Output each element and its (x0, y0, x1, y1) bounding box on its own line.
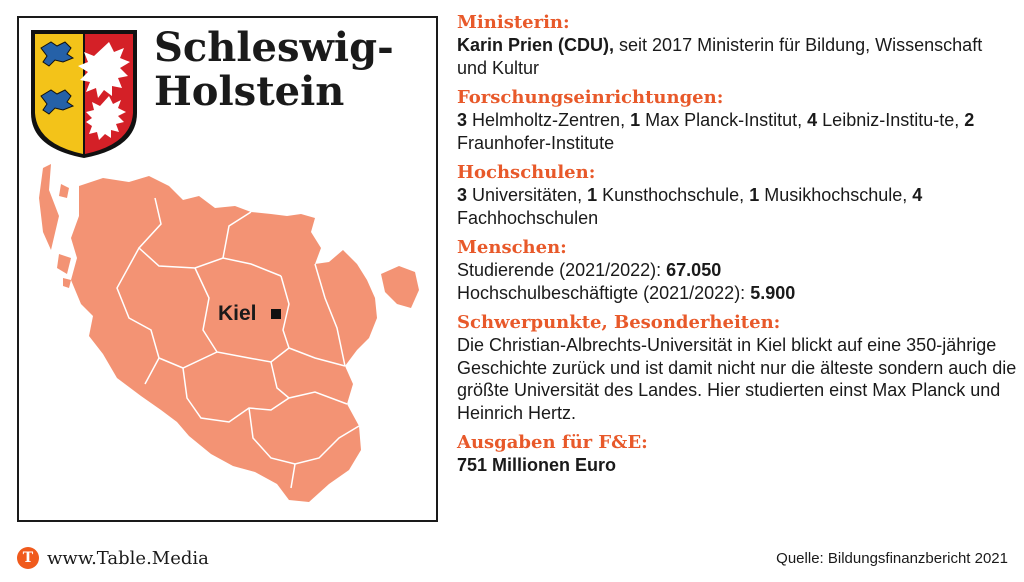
spending-value: 751 Millionen Euro (457, 455, 617, 475)
minister-section: Ministerin: Karin Prien (CDU), seit 2017… (457, 12, 1017, 79)
label-music-schools: Musikhochschule, (759, 185, 913, 205)
table-media-logo-icon: T (17, 547, 39, 569)
students-value: 67.050 (666, 260, 722, 280)
research-count-leibniz: 4 (807, 110, 818, 130)
research-count-fraunhofer: 2 (964, 110, 975, 130)
research-label-helmholtz: Helmholtz-Zentren, (467, 110, 631, 130)
minister-name: Karin Prien (CDU), (457, 35, 615, 55)
focus-section: Schwerpunkte, Besonderheiten: Die Christ… (457, 312, 1017, 424)
minister-text: Karin Prien (CDU), seit 2017 Ministerin … (457, 34, 1017, 79)
staff-line: Hochschulbeschäftigte (2021/2022): 5.900 (457, 282, 1017, 305)
people-heading: Menschen: (457, 237, 567, 258)
map-panel: Schleswig- Holstein Kiel (17, 16, 438, 522)
label-universities: Universitäten, (467, 185, 588, 205)
spending-heading: Ausgaben für F&E: (457, 432, 648, 453)
research-count-helmholtz: 3 (457, 110, 468, 130)
footer-brand[interactable]: T www.Table.Media (17, 546, 209, 570)
students-label: Studierende (2021/2022): (457, 260, 667, 280)
count-art-schools: 1 (587, 185, 598, 205)
count-applied-sciences: 4 (912, 185, 923, 205)
spending-section: Ausgaben für F&E: 751 Millionen Euro (457, 432, 1017, 477)
research-label-fraunhofer: Fraunhofer-Institute (457, 132, 615, 153)
brand-link[interactable]: www.Table.Media (47, 547, 209, 569)
source-note: Quelle: Bildungsfinanzbericht 2021 (776, 550, 1008, 567)
count-universities: 3 (457, 185, 468, 205)
info-panel: Ministerin: Karin Prien (CDU), seit 2017… (457, 12, 1017, 485)
label-applied-sciences: Fachhochschulen (457, 207, 599, 228)
students-line: Studierende (2021/2022): 67.050 (457, 259, 1017, 282)
universities-heading: Hochschulen: (457, 162, 596, 183)
coat-of-arms-icon (31, 30, 137, 158)
research-label-maxplanck: Max Planck-Institut, (640, 110, 808, 130)
state-title: Schleswig- Holstein (154, 26, 394, 114)
research-text: 3 Helmholtz-Zentren, 1 Max Planck-Instit… (457, 109, 1017, 154)
state-map (31, 30, 419, 502)
focus-text: Die Christian-Albrechts-Universität in K… (457, 335, 1017, 423)
minister-heading: Ministerin: (457, 12, 570, 33)
count-music-schools: 1 (749, 185, 760, 205)
state-title-line1: Schleswig- (154, 24, 394, 71)
staff-value: 5.900 (750, 282, 796, 303)
state-title-line2: Holstein (154, 68, 345, 115)
research-section: Forschungseinrichtungen: 3 Helmholtz-Zen… (457, 87, 1017, 154)
universities-section: Hochschulen: 3 Universitäten, 1 Kunsthoc… (457, 162, 1017, 229)
research-heading: Forschungseinrichtungen: (457, 87, 724, 108)
minister-description: seit 2017 Ministerin für Bildung, Wissen… (457, 35, 983, 78)
staff-label: Hochschulbeschäftigte (2021/2022): (457, 282, 751, 303)
district-borders (116, 197, 360, 489)
focus-heading: Schwerpunkte, Besonderheiten: (457, 312, 781, 333)
people-section: Menschen: Studierende (2021/2022): 67.05… (457, 237, 1017, 304)
label-art-schools: Kunsthochschule, (597, 185, 750, 205)
research-count-maxplanck: 1 (630, 110, 641, 130)
universities-text: 3 Universitäten, 1 Kunsthochschule, 1 Mu… (457, 184, 1017, 229)
city-label-kiel: Kiel (218, 302, 257, 325)
city-marker (271, 309, 281, 319)
research-label-leibniz: Leibniz-Institu-te, (817, 110, 965, 130)
